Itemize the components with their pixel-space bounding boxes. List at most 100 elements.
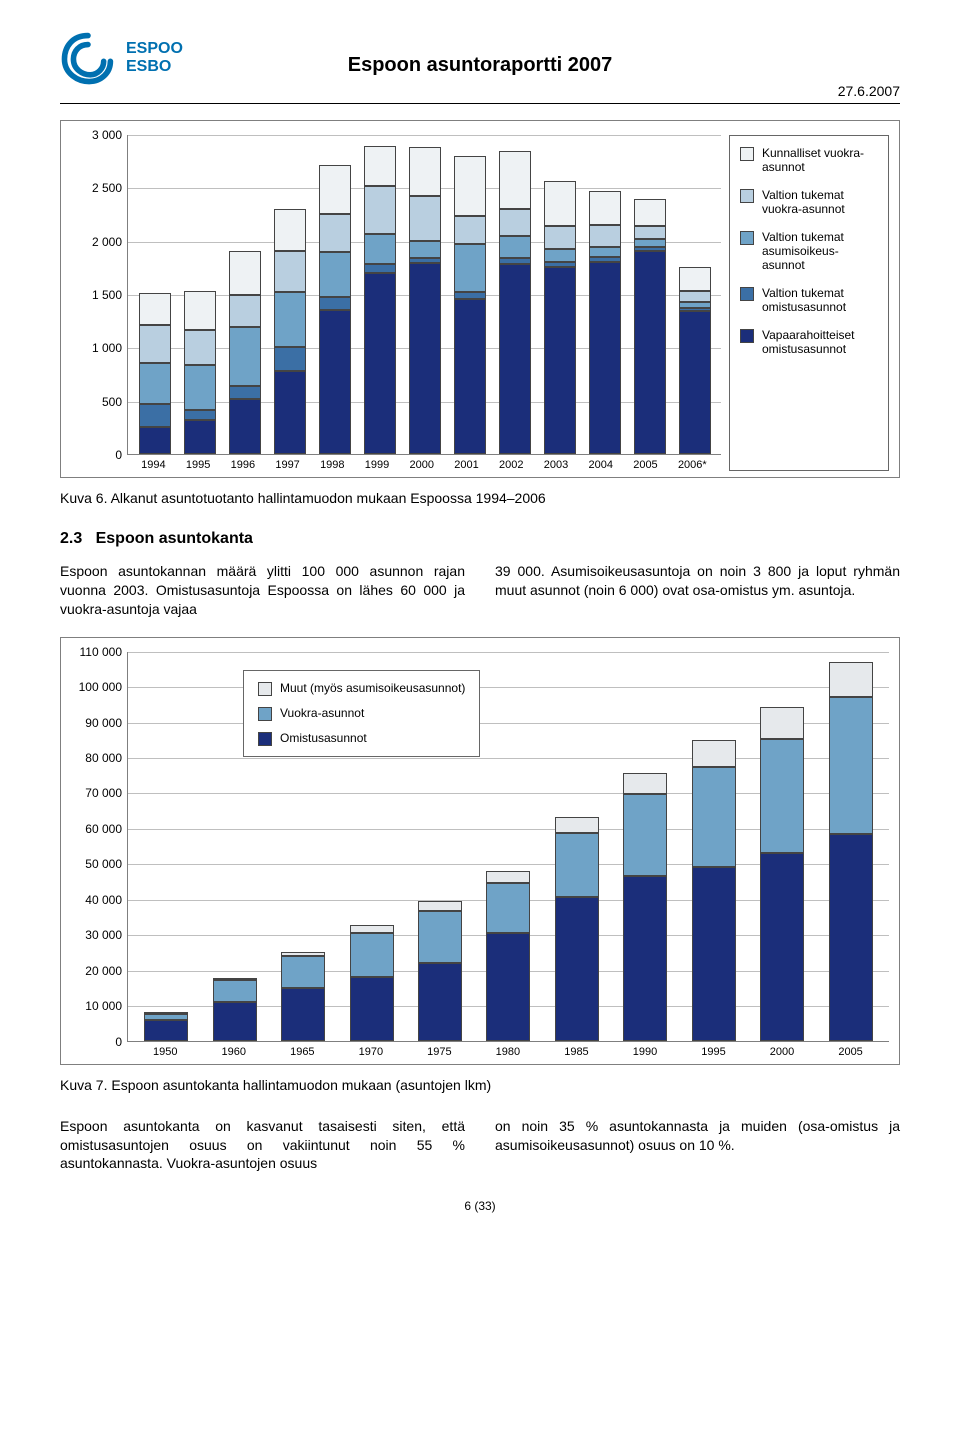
bar-segment [184, 330, 216, 365]
y-tick-label: 60 000 [85, 822, 122, 836]
bar-segment [139, 427, 171, 454]
bar-segment [589, 225, 621, 247]
bar-segment [692, 767, 736, 867]
bar-segment [418, 963, 462, 1041]
legend-label: Valtion tukemat vuokra-asunnot [762, 188, 878, 216]
bar-segment [184, 410, 216, 420]
bar-segment [544, 181, 576, 226]
y-tick-label: 0 [115, 1035, 122, 1049]
bar-segment [454, 156, 486, 216]
x-tick-label: 2003 [544, 459, 568, 471]
bar-segment [350, 933, 394, 977]
bar-segment [319, 214, 351, 252]
bar-stack [623, 773, 667, 1041]
legend-item: Vuokra-asunnot [258, 706, 465, 721]
bar-stack [409, 147, 441, 454]
bar-stack [486, 871, 530, 1041]
chart-housing-stock: 010 00020 00030 00040 00050 00060 00070 … [60, 637, 900, 1065]
bar-segment [829, 834, 873, 1040]
bar-segment [679, 267, 711, 290]
bar-segment [229, 386, 261, 399]
y-tick-label: 20 000 [85, 964, 122, 978]
document-date: 27.6.2007 [60, 83, 900, 99]
bar-stack [364, 146, 396, 454]
bar-segment [139, 325, 171, 363]
legend-item: Valtion tukemat asumisoikeus-asunnot [740, 230, 878, 272]
bar-segment [499, 264, 531, 454]
y-tick-label: 2 500 [92, 181, 122, 195]
bar-stack [139, 293, 171, 454]
bar-stack [760, 707, 804, 1040]
bar-segment [418, 901, 462, 911]
bar-stack [350, 925, 394, 1040]
x-tick-label: 1960 [222, 1046, 246, 1058]
bar-stack [499, 151, 531, 454]
bar-segment [589, 191, 621, 225]
bar-segment [454, 299, 486, 454]
x-tick-label: 1996 [231, 459, 255, 471]
bar-segment [274, 251, 306, 292]
y-tick-label: 2 000 [92, 235, 122, 249]
bar-segment [213, 1002, 257, 1041]
x-tick-label: 1999 [365, 459, 389, 471]
x-tick-label: 1990 [633, 1046, 657, 1058]
bar-segment [544, 226, 576, 249]
bar-segment [486, 933, 530, 1041]
bar-segment [184, 291, 216, 330]
x-tick-label: 1950 [153, 1046, 177, 1058]
legend-swatch [740, 231, 754, 245]
bar-stack [829, 662, 873, 1041]
bar-segment [409, 147, 441, 196]
body-paragraph-1: Espoon asuntokannan määrä ylitti 100 000… [60, 562, 900, 619]
legend-label: Kunnalliset vuokra-asunnot [762, 146, 878, 174]
chart1-plot-area: 05001 0001 5002 0002 5003 000 [127, 135, 721, 455]
y-tick-label: 70 000 [85, 786, 122, 800]
chart1-legend: Kunnalliset vuokra-asunnot Valtion tukema… [729, 135, 889, 471]
bar-segment [454, 244, 486, 292]
chart2-plot-area: 010 00020 00030 00040 00050 00060 00070 … [127, 652, 889, 1042]
bar-segment [499, 236, 531, 257]
bar-segment [409, 196, 441, 241]
x-tick-label: 2001 [454, 459, 478, 471]
bar-segment [555, 817, 599, 833]
x-tick-label: 1994 [141, 459, 165, 471]
bar-segment [544, 267, 576, 454]
legend-item: Valtion tukemat omistusasunnot [740, 286, 878, 314]
legend-label: Valtion tukemat omistusasunnot [762, 286, 878, 314]
bar-segment [229, 399, 261, 454]
legend-swatch [740, 287, 754, 301]
x-tick-label: 2000 [770, 1046, 794, 1058]
bar-segment [829, 697, 873, 835]
x-tick-label: 1995 [186, 459, 210, 471]
x-tick-label: 1965 [290, 1046, 314, 1058]
legend-label: Vapaarahoitteiset omistusasunnot [762, 328, 878, 356]
x-tick-label: 1995 [701, 1046, 725, 1058]
y-tick-label: 3 000 [92, 128, 122, 142]
logo-text-2: ESBO [126, 58, 183, 76]
bar-segment [139, 293, 171, 325]
body-paragraph-2: Espoon asuntokanta on kasvanut tasaisest… [60, 1117, 900, 1174]
legend-swatch [258, 682, 272, 696]
page-number: 6 (33) [60, 1199, 900, 1213]
bar-segment [274, 209, 306, 252]
bar-segment [499, 209, 531, 237]
y-tick-label: 50 000 [85, 857, 122, 871]
bar-segment [499, 151, 531, 209]
y-tick-label: 110 000 [80, 645, 123, 659]
x-tick-label: 2002 [499, 459, 523, 471]
bar-segment [634, 251, 666, 454]
y-tick-label: 10 000 [85, 999, 122, 1013]
bar-stack [454, 156, 486, 454]
x-tick-label: 1997 [275, 459, 299, 471]
bar-segment [679, 311, 711, 454]
bar-segment [319, 310, 351, 454]
y-tick-label: 80 000 [85, 751, 122, 765]
y-tick-label: 40 000 [85, 893, 122, 907]
bar-segment [692, 867, 736, 1041]
bar-segment [319, 165, 351, 214]
x-tick-label: 2000 [410, 459, 434, 471]
bar-segment [184, 420, 216, 454]
y-tick-label: 1 500 [92, 288, 122, 302]
bar-stack [274, 209, 306, 454]
legend-label: Muut (myös asumisoikeusasunnot) [280, 681, 465, 695]
